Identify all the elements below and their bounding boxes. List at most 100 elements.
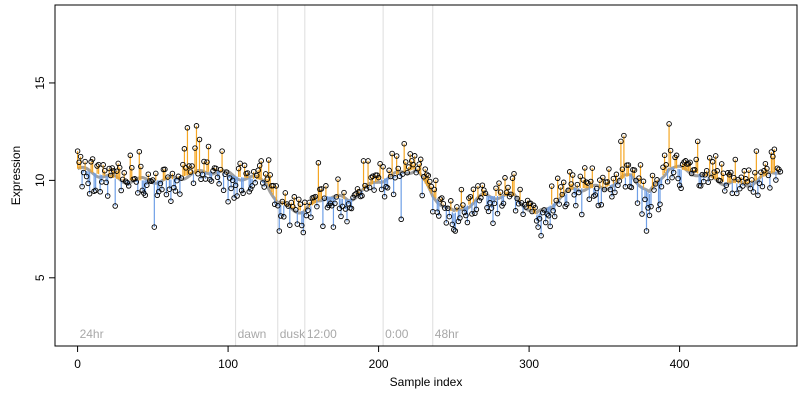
- data-point: [121, 170, 127, 176]
- data-point: [582, 165, 588, 171]
- data-point: [747, 185, 754, 192]
- data-point: [377, 160, 383, 167]
- y-tick-label: 10: [33, 173, 47, 187]
- data-point: [375, 174, 382, 181]
- data-point: [422, 166, 428, 172]
- data-point: [338, 213, 344, 220]
- data-point: [103, 179, 109, 186]
- data-point: [642, 196, 648, 203]
- data-point: [424, 171, 430, 178]
- data-point: [500, 200, 507, 207]
- data-point: [636, 175, 642, 181]
- data-point: [502, 175, 508, 181]
- data-point: [610, 175, 617, 182]
- data-point: [600, 174, 606, 181]
- data-point: [545, 212, 552, 219]
- data-point: [229, 177, 236, 184]
- data-point: [219, 148, 225, 154]
- data-point: [193, 123, 200, 129]
- data-point: [362, 182, 368, 189]
- data-point: [97, 189, 103, 195]
- data-point: [482, 190, 489, 197]
- data-point: [631, 167, 638, 173]
- data-point: [532, 204, 538, 211]
- x-axis-title: Sample index: [390, 375, 463, 389]
- data-point: [687, 159, 693, 166]
- data-point: [171, 184, 177, 191]
- data-point: [205, 143, 212, 150]
- data-point: [271, 201, 278, 208]
- data-point: [767, 185, 773, 191]
- data-point: [744, 179, 751, 185]
- data-point: [264, 176, 270, 182]
- data-point: [437, 196, 444, 202]
- data-point: [628, 184, 635, 191]
- phase-lines: [235, 5, 434, 346]
- data-point: [732, 156, 739, 163]
- data-point: [765, 172, 772, 179]
- data-point: [159, 186, 165, 193]
- data-point: [291, 194, 298, 200]
- data-point: [758, 169, 764, 175]
- data-point: [94, 163, 100, 169]
- data-point: [77, 153, 84, 160]
- data-point: [118, 187, 124, 194]
- data-point: [148, 178, 155, 185]
- data-point: [104, 193, 111, 199]
- data-point: [252, 180, 258, 186]
- data-point: [451, 226, 457, 233]
- data-point: [258, 158, 264, 164]
- data-point: [82, 158, 88, 165]
- data-point: [585, 180, 591, 186]
- data-point: [612, 189, 618, 196]
- data-point: [595, 202, 602, 209]
- data-point: [553, 197, 559, 204]
- data-point: [145, 171, 152, 177]
- data-point: [151, 224, 158, 230]
- data-point: [439, 195, 445, 201]
- data-point: [330, 224, 337, 230]
- data-point: [697, 183, 704, 189]
- data-point: [517, 186, 523, 193]
- data-point: [446, 213, 453, 220]
- data-point: [290, 203, 296, 210]
- data-point: [162, 166, 168, 173]
- data-point: [639, 211, 645, 217]
- data-point: [773, 177, 779, 183]
- data-point: [675, 175, 681, 182]
- data-point: [756, 180, 763, 187]
- data-point: [557, 184, 564, 190]
- data-point: [490, 220, 496, 226]
- data-point: [303, 212, 310, 219]
- data-point: [76, 159, 82, 166]
- data-point: [425, 172, 432, 179]
- data-point: [138, 163, 144, 170]
- data-point: [463, 212, 469, 219]
- data-point: [592, 192, 599, 198]
- data-point: [469, 211, 475, 217]
- data-point: [241, 162, 248, 169]
- data-point: [551, 213, 558, 220]
- data-point: [341, 189, 347, 196]
- data-point: [485, 208, 492, 215]
- data-point: [359, 193, 365, 199]
- data-point: [774, 165, 781, 171]
- data-point: [750, 189, 757, 195]
- data-point: [594, 185, 600, 192]
- data-point: [764, 165, 770, 172]
- data-point: [556, 201, 562, 207]
- data-point: [542, 219, 549, 226]
- data-point: [332, 200, 338, 207]
- data-point: [646, 212, 653, 219]
- x-tick-label: 100: [218, 357, 238, 371]
- data-point: [306, 199, 313, 206]
- data-point: [401, 140, 407, 147]
- data-point: [106, 165, 112, 172]
- data-point: [136, 148, 143, 155]
- data-point: [356, 189, 362, 195]
- data-point: [520, 211, 526, 218]
- data-point: [569, 172, 576, 178]
- data-point: [74, 148, 81, 154]
- data-point: [505, 184, 511, 191]
- data-point: [135, 190, 141, 196]
